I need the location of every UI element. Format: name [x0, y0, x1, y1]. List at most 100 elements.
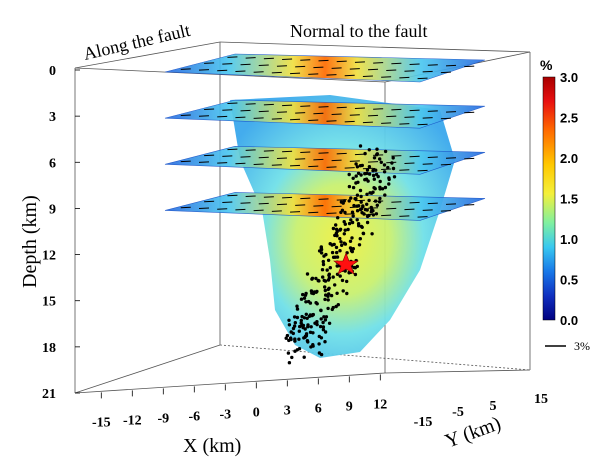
fast-direction-bar — [263, 57, 274, 60]
earthquake-dot — [286, 351, 291, 355]
earthquake-dot — [309, 289, 314, 293]
fast-direction-bar — [440, 117, 451, 120]
earthquake-dot — [304, 300, 308, 304]
earthquake-dot — [353, 272, 358, 277]
earthquake-dot — [343, 222, 347, 226]
earthquake-dot — [365, 220, 370, 225]
fast-direction-bar — [399, 215, 410, 217]
fast-direction-bar — [258, 64, 269, 66]
fast-direction-bar — [417, 169, 428, 172]
earthquake-dot — [347, 184, 352, 189]
fast-direction-bar — [217, 69, 228, 72]
fast-direction-bar — [368, 207, 379, 209]
fast-direction-bar — [344, 120, 355, 123]
colorbar-tick-label: 1.5 — [560, 192, 578, 207]
earthquake-dot — [297, 329, 301, 333]
earthquake-dot — [351, 185, 356, 190]
x-tick-label: -3 — [219, 407, 231, 422]
earthquake-dot — [311, 344, 315, 348]
earthquake-dot — [293, 321, 297, 325]
earthquake-dot — [321, 275, 325, 279]
earthquake-dot — [323, 285, 327, 289]
earthquake-dot — [323, 279, 328, 283]
anisotropy-volume — [230, 95, 455, 358]
earthquake-dot — [323, 297, 327, 302]
fast-direction-bar — [300, 59, 311, 61]
earthquake-dot — [334, 245, 339, 250]
earthquake-dot — [290, 355, 294, 360]
earthquake-dot — [361, 204, 365, 208]
fast-direction-bar — [386, 207, 397, 210]
earthquake-dot — [391, 166, 396, 171]
normal-fault-label: Normal to the fault — [290, 21, 427, 41]
fast-direction-bar — [253, 163, 264, 165]
fast-direction-bar — [409, 201, 420, 204]
earthquake-dot — [319, 251, 324, 255]
earthquake-dot — [376, 174, 380, 179]
earthquake-dot — [334, 223, 338, 227]
fast-direction-bar — [235, 116, 246, 119]
earthquake-dot — [343, 228, 347, 232]
earthquake-dot — [334, 304, 338, 309]
earthquake-dot — [339, 200, 344, 204]
fast-direction-bar — [386, 69, 397, 71]
fast-direction-bar — [313, 112, 324, 115]
fast-direction-bar — [344, 213, 355, 215]
fast-direction-bar — [222, 201, 233, 203]
earthquake-dot — [343, 210, 347, 215]
fast-direction-bar — [399, 123, 410, 125]
earthquake-dot — [313, 321, 317, 325]
earthquake-dot — [324, 315, 329, 319]
earthquake-dot — [350, 220, 355, 225]
fast-direction-bar — [344, 74, 355, 77]
earthquake-dot — [307, 314, 312, 318]
earthquake-dot — [295, 304, 299, 308]
x-tick-label: 6 — [315, 401, 322, 416]
fast-direction-bar — [263, 103, 274, 106]
earthquake-dot — [326, 298, 330, 302]
earthquake-dot — [343, 242, 348, 246]
earthquake-dot — [349, 196, 353, 200]
earthquake-dot — [285, 333, 290, 338]
fast-direction-bar — [440, 71, 451, 74]
earthquake-dot — [287, 361, 292, 365]
earthquake-dot — [360, 225, 364, 229]
depth-axis-label: Depth (km) — [19, 195, 41, 288]
fast-direction-bar — [336, 60, 347, 63]
depth-tick-label: 3 — [49, 110, 56, 125]
earthquake-dot — [305, 272, 310, 276]
earthquake-dot — [379, 160, 383, 164]
fast-direction-bar — [344, 167, 355, 169]
fast-direction-bar — [217, 162, 228, 164]
earthquake-dot — [378, 185, 382, 189]
fast-direction-bar — [308, 119, 319, 121]
earthquake-dot — [386, 165, 390, 170]
fast-direction-bar — [245, 103, 256, 105]
earthquake-dot — [318, 324, 323, 329]
earthquake-dot — [331, 305, 335, 310]
earthquake-dot — [326, 278, 331, 282]
earthquake-dot — [359, 207, 364, 211]
earthquake-dot — [333, 283, 337, 287]
fast-direction-bar — [409, 109, 420, 112]
fast-direction-bar — [295, 158, 306, 160]
fast-direction-bar — [445, 111, 457, 113]
earthquake-dot — [371, 213, 376, 217]
earthquake-dot — [304, 291, 308, 296]
fast-direction-bar — [235, 208, 246, 211]
earthquake-dot — [303, 335, 307, 339]
fast-direction-bar — [318, 198, 329, 200]
earthquake-dot — [359, 200, 363, 204]
fast-direction-bar — [349, 160, 360, 162]
earthquake-dot — [323, 340, 327, 344]
colorbar-ramp — [542, 76, 556, 321]
fast-direction-bar — [240, 156, 251, 158]
fast-direction-bar — [295, 204, 306, 206]
fast-direction-bar — [464, 65, 475, 68]
earthquake-dot — [383, 193, 387, 197]
y-tick-label: 5 — [490, 399, 497, 414]
earthquake-dot — [341, 289, 345, 293]
y-tick-label: -5 — [452, 405, 464, 420]
earthquake-dot — [391, 156, 395, 160]
earthquake-dot — [340, 243, 344, 247]
